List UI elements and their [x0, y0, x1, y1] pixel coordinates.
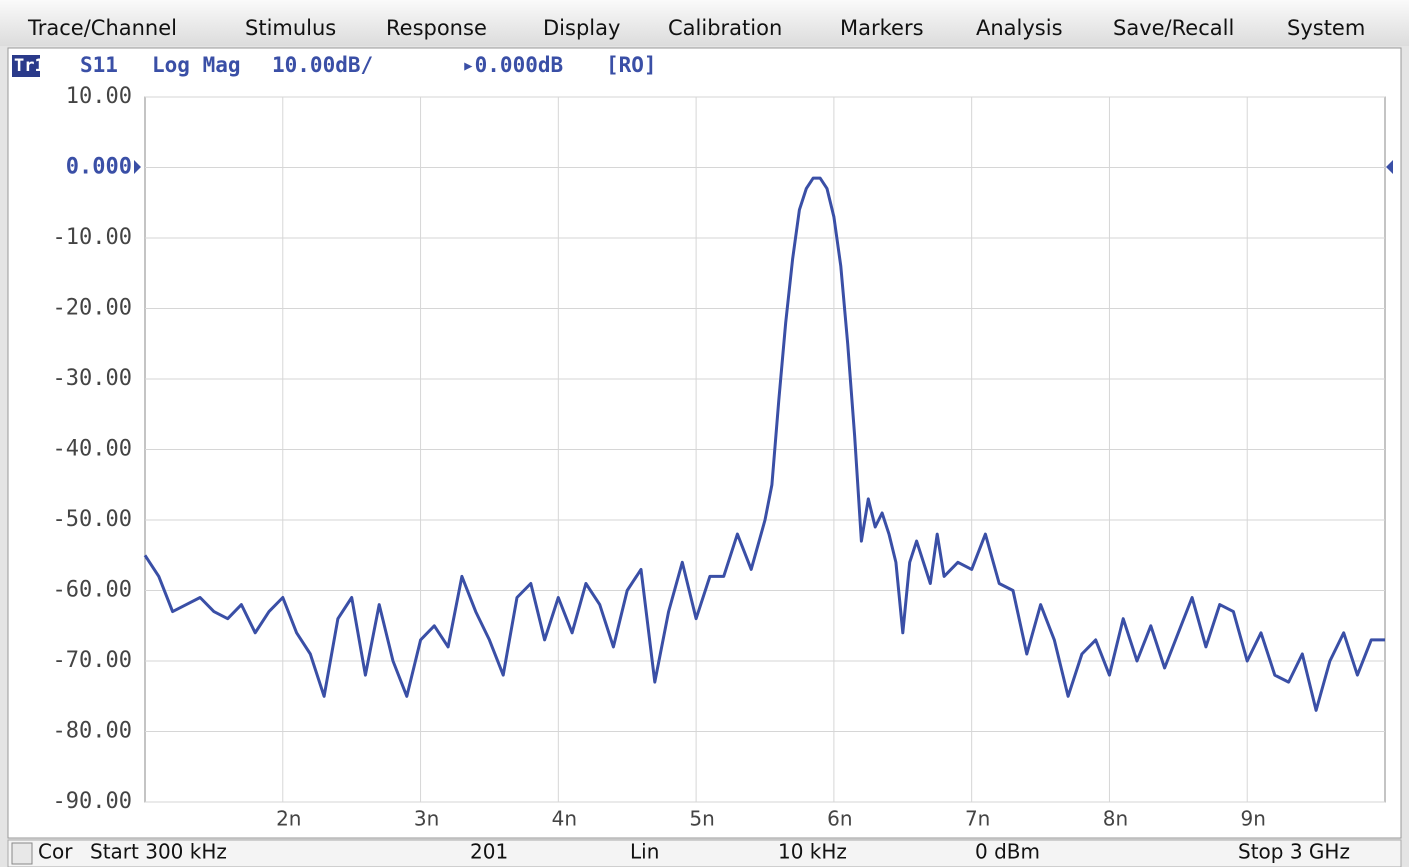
x-tick-label: 4n [552, 807, 577, 831]
trace-flag: [RO] [606, 53, 657, 77]
menu-item[interactable]: Response [386, 16, 487, 40]
x-tick-label: 8n [1103, 807, 1128, 831]
trace-id[interactable]: Tr1 [14, 56, 45, 76]
status-field: 10 kHz [778, 840, 847, 864]
y-tick-label: 10.00 [66, 84, 132, 109]
status-field[interactable]: Cor [38, 840, 73, 864]
y-tick-label: -90.00 [53, 789, 132, 814]
y-tick-label: -40.00 [53, 437, 132, 462]
menu-item[interactable]: System [1287, 16, 1365, 40]
status-field: 0 dBm [975, 840, 1040, 864]
y-tick-label: -20.00 [53, 296, 132, 321]
y-tick-label: 0.000 [66, 155, 132, 180]
x-tick-label: 6n [827, 807, 852, 831]
x-tick-label: 5n [689, 807, 714, 831]
trace-scale: 10.00dB/ [272, 53, 373, 77]
status-field: Stop 3 GHz [1238, 840, 1350, 864]
trace-format: Log Mag [152, 53, 241, 77]
x-tick-label: 7n [965, 807, 990, 831]
x-tick-label: 9n [1241, 807, 1266, 831]
menu-bar [0, 0, 1409, 46]
menu-item[interactable]: Trace/Channel [27, 16, 177, 40]
menu-item[interactable]: Save/Recall [1113, 16, 1234, 40]
y-tick-label: -60.00 [53, 578, 132, 603]
status-field: Lin [630, 840, 659, 864]
menu-item[interactable]: Analysis [976, 16, 1063, 40]
trace-parameter: S11 [80, 53, 118, 77]
trace-reference: ▸0.000dB [462, 53, 563, 77]
menu-item[interactable]: Display [543, 16, 620, 40]
menu-item[interactable]: Markers [840, 16, 924, 40]
status-indicator [11, 842, 33, 865]
status-field: 201 [470, 840, 508, 864]
y-tick-label: -50.00 [53, 507, 132, 532]
x-tick-label: 2n [276, 807, 301, 831]
x-tick-label: 3n [414, 807, 439, 831]
y-tick-label: -80.00 [53, 719, 132, 744]
trace-line [143, 176, 1385, 712]
status-bar [7, 839, 1402, 867]
menu-item[interactable]: Stimulus [245, 16, 336, 40]
status-field: Start 300 kHz [90, 840, 227, 864]
y-tick-label: -10.00 [53, 225, 132, 250]
trace-badge [12, 55, 40, 77]
y-tick-label: -70.00 [53, 648, 132, 673]
y-tick-label: -30.00 [53, 366, 132, 391]
reference-marker-right [1386, 160, 1393, 174]
reference-marker-left [134, 160, 141, 174]
menu-item[interactable]: Calibration [668, 16, 782, 40]
